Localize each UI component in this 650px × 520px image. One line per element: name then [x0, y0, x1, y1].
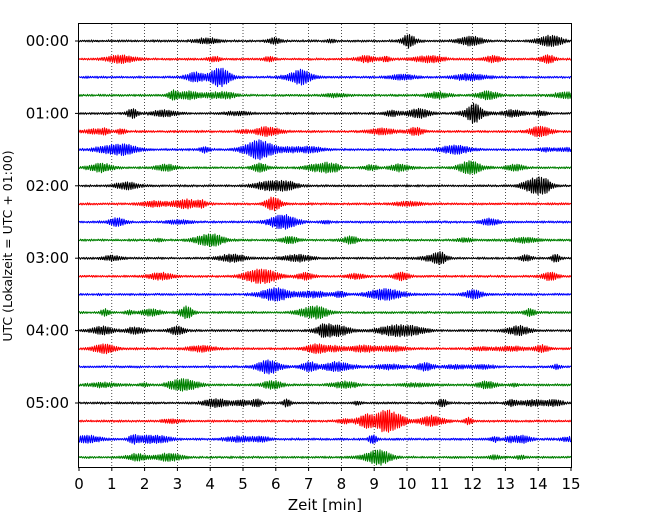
x-tick-label: 2 — [140, 475, 150, 493]
trace-line — [78, 67, 572, 88]
trace-line — [78, 176, 572, 196]
trace-line — [78, 268, 572, 284]
y-tick-label: 04:00 — [26, 322, 69, 340]
x-tick-label: 12 — [463, 475, 482, 493]
trace-line — [78, 343, 572, 355]
y-tick-label: 00:00 — [26, 32, 69, 50]
trace-line — [78, 139, 572, 161]
x-tick-label: 4 — [205, 475, 215, 493]
grid-lines — [111, 24, 539, 467]
x-tick-label: 8 — [337, 475, 347, 493]
plot-frame — [78, 23, 572, 468]
trace-line — [78, 125, 572, 138]
x-tick-label: 7 — [304, 475, 314, 493]
x-tick-label: 11 — [430, 475, 449, 493]
y-tick-label: 03:00 — [26, 249, 69, 267]
trace-line — [78, 233, 572, 247]
y-axis-title: UTC (Lokalzeit = UTC + 01:00) — [0, 150, 15, 341]
x-tick-label: 5 — [238, 475, 248, 493]
trace-line — [78, 287, 572, 302]
trace-line — [78, 398, 572, 409]
trace-line — [78, 54, 572, 64]
y-tick-label: 01:00 — [26, 104, 69, 122]
trace-line — [78, 196, 572, 212]
trace-line — [78, 160, 572, 175]
x-axis-ticks: 0 1 2 3 4 5 6 7 8 9 10 11 12 13 14 15 — [74, 467, 581, 493]
x-tick-label: 0 — [74, 475, 84, 493]
x-tick-label: 1 — [107, 475, 117, 493]
trace-line — [78, 214, 572, 230]
trace-line — [78, 359, 572, 375]
trace-line — [78, 449, 572, 466]
trace-line — [78, 89, 572, 101]
trace-line — [78, 34, 572, 49]
x-axis-title: Zeit [min] — [288, 496, 362, 514]
trace-line — [78, 434, 572, 445]
x-tick-label: 9 — [369, 475, 379, 493]
x-tick-label: 6 — [271, 475, 281, 493]
trace-line — [78, 305, 572, 320]
trace-lines — [78, 34, 572, 466]
trace-line — [78, 323, 572, 338]
y-axis-ticks: 00:00 01:00 02:00 03:00 04:00 05:00 — [26, 32, 79, 412]
x-tick-label: 14 — [529, 475, 548, 493]
x-tick-label: 10 — [397, 475, 416, 493]
trace-line — [78, 102, 572, 124]
trace-line — [78, 250, 572, 265]
trace-line — [78, 409, 572, 433]
y-tick-label: 02:00 — [26, 177, 69, 195]
trace-line — [78, 378, 572, 392]
x-tick-label: 3 — [173, 475, 183, 493]
x-tick-label: 15 — [561, 475, 580, 493]
y-tick-label: 05:00 — [26, 394, 69, 412]
x-tick-label: 13 — [496, 475, 515, 493]
